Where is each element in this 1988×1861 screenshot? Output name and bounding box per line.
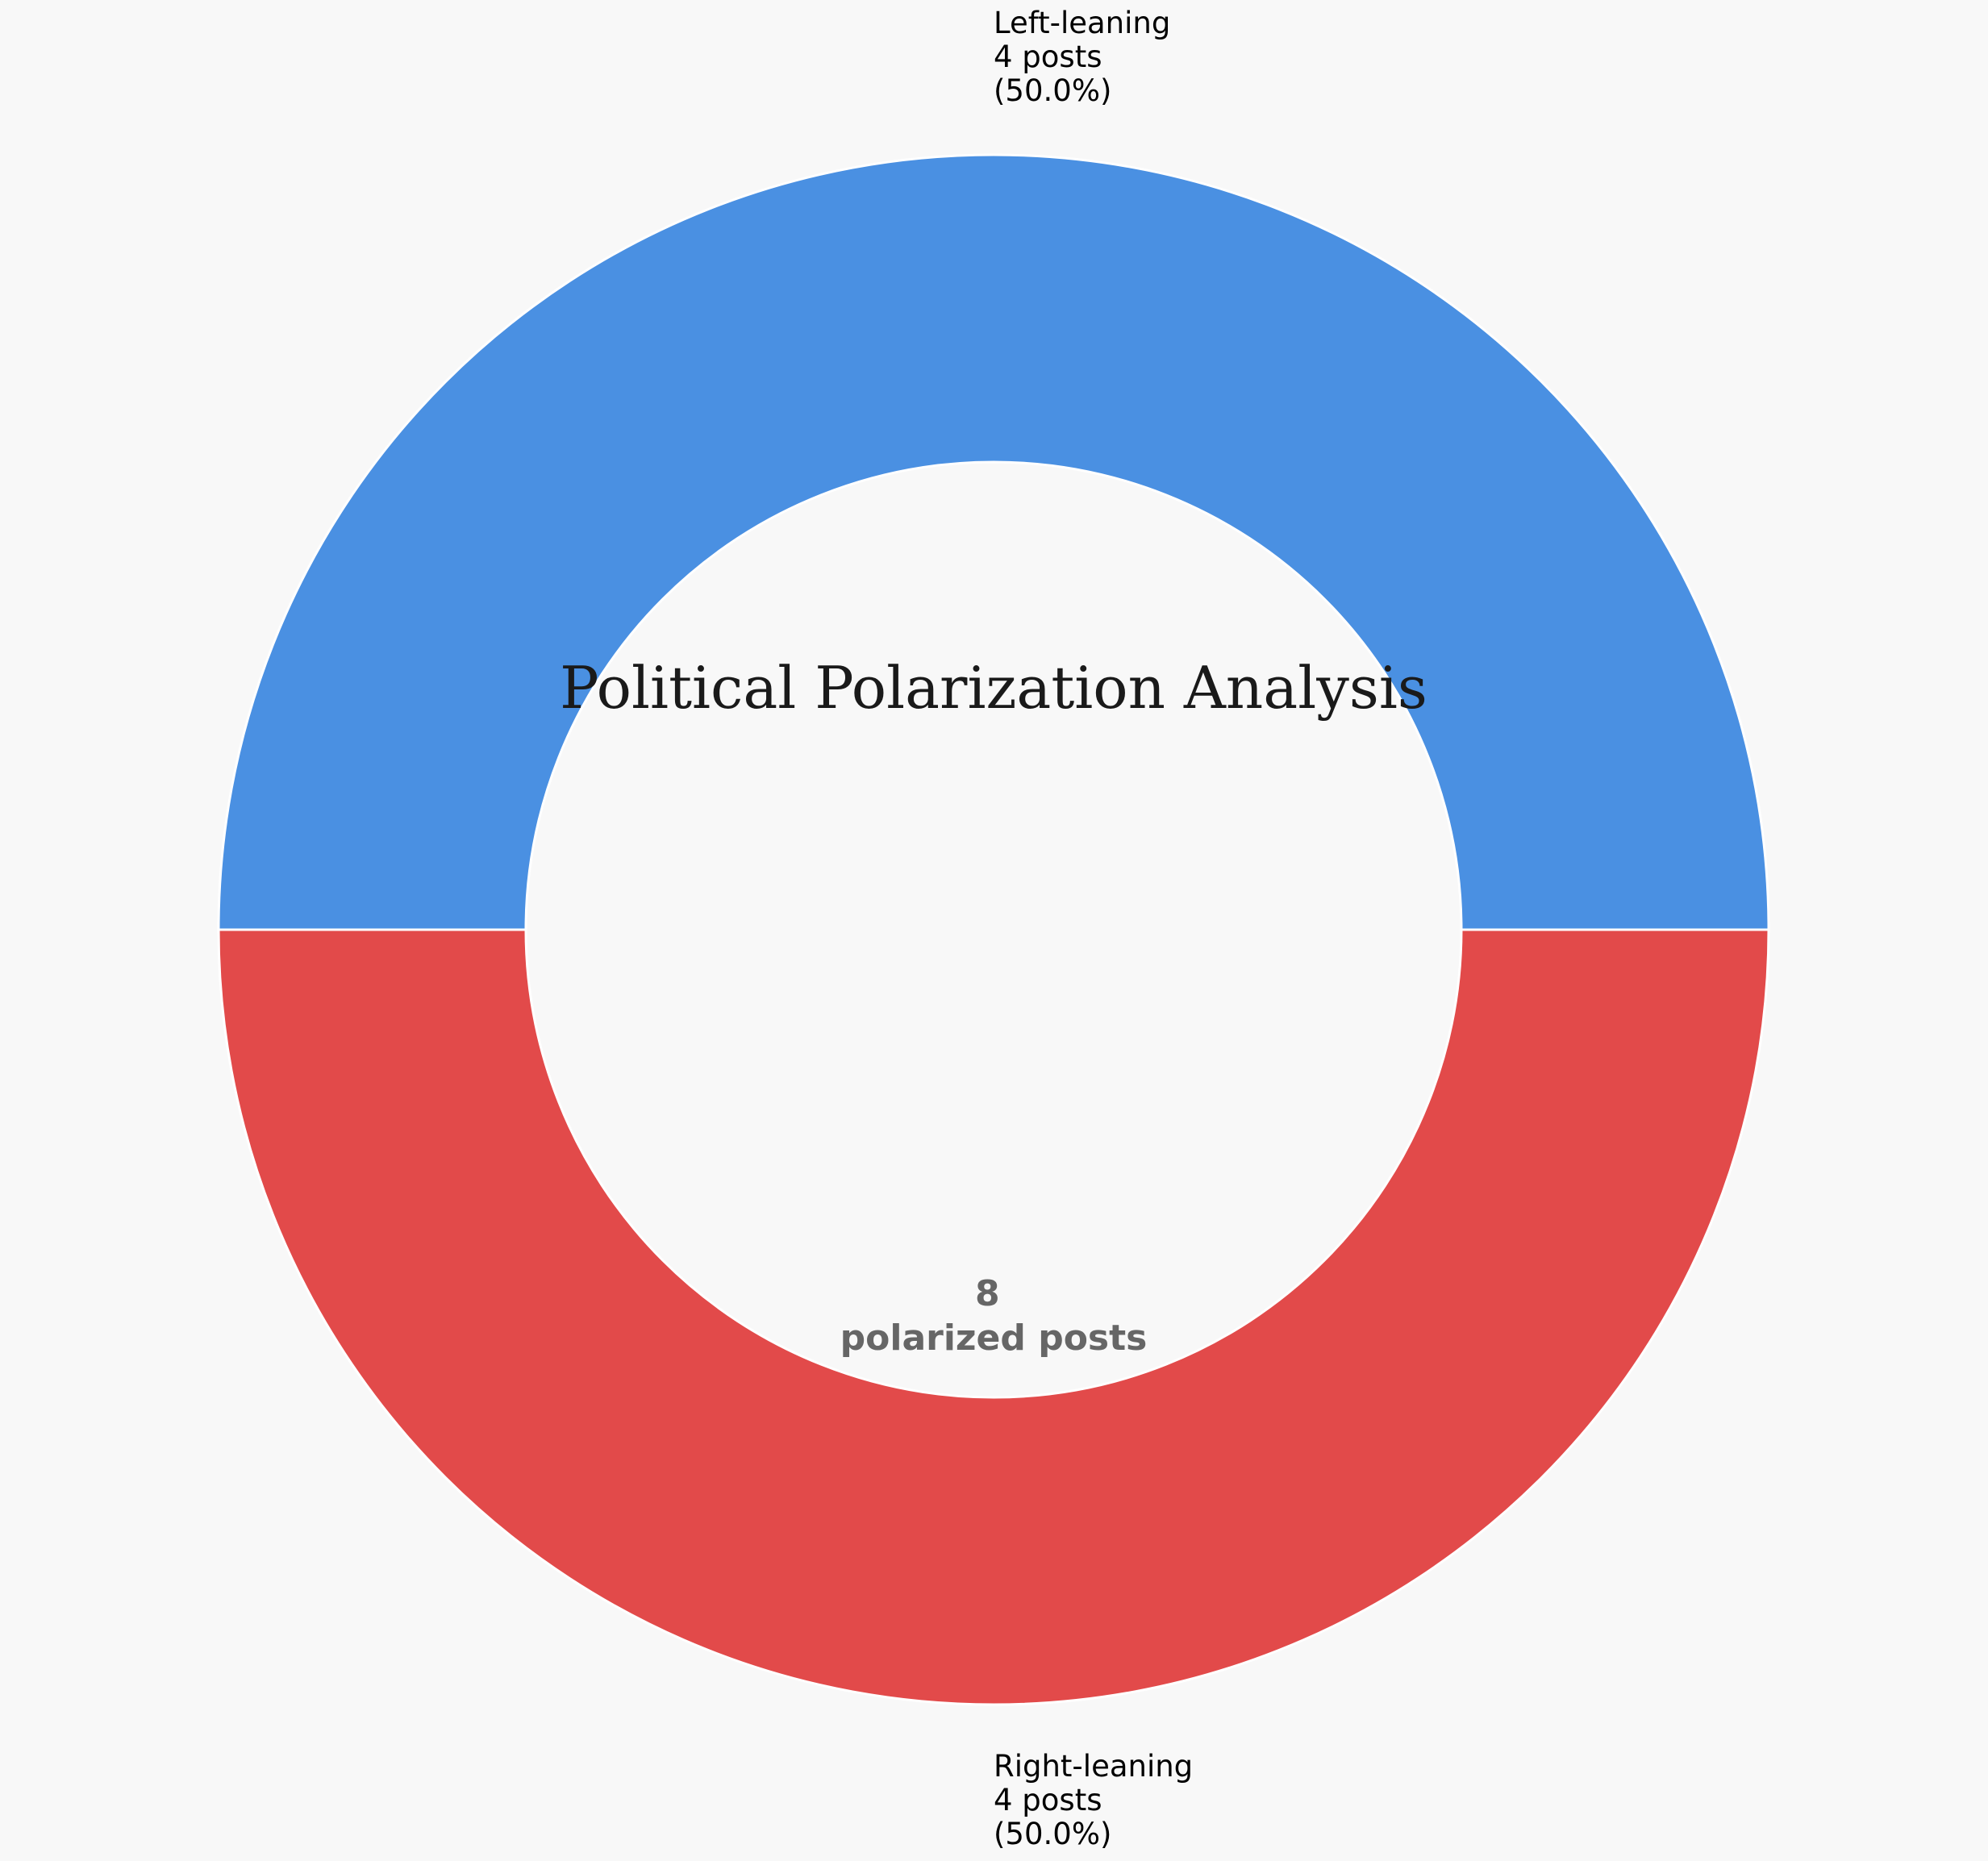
slice-label-line: (50.0%) [994,1817,1111,1851]
slice-label-left-leaning: Left-leaning 4 posts (50.0%) [994,6,1170,108]
center-total: 8 polarized posts [840,1273,1148,1359]
chart-title: Political Polarization Analysis [560,654,1427,722]
donut-slices [217,153,1770,1706]
slice-labels: Right-leaning 4 posts (50.0%)Left-leaning 4… [994,6,1193,1851]
slice-label-line: 4 posts [994,1783,1102,1817]
slice-left-leaning [217,153,1770,931]
slice-label-line: Left-leaning [994,6,1170,40]
slice-label-line: Right-leaning [994,1749,1193,1784]
center-total-count: 8 [975,1273,1000,1314]
slice-label-right-leaning: Right-leaning 4 posts (50.0%) [994,1749,1193,1851]
center-total-text: polarized posts [840,1318,1148,1359]
slice-label-line: (50.0%) [994,73,1111,108]
slice-label-line: 4 posts [994,40,1102,74]
slice-right-leaning [217,928,1770,1706]
